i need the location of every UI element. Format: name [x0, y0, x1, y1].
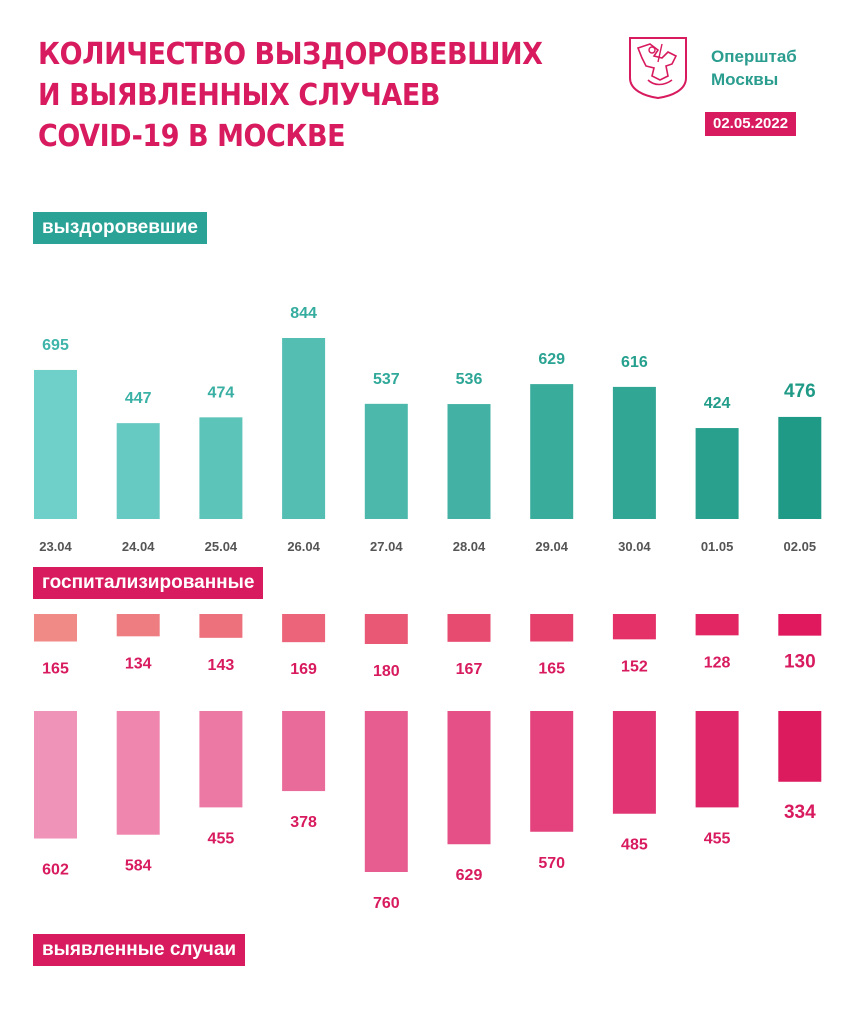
cases-value-label: 485 — [621, 837, 648, 854]
hospitalized-bar — [364, 614, 408, 644]
cases-bar — [612, 711, 656, 814]
cases-label: выявленные случаи — [33, 934, 246, 966]
cases-value-label: 584 — [125, 858, 152, 875]
hospitalized-value-label: 169 — [290, 661, 317, 678]
hospitalized-label: госпитализированные — [33, 567, 264, 599]
recovered-bar — [199, 417, 243, 519]
hospitalized-bar — [778, 614, 822, 636]
recovered-bar — [447, 404, 491, 519]
cases-value-label: 629 — [456, 867, 483, 884]
recovered-value-label: 844 — [290, 305, 317, 322]
hospitalized-value-label: 143 — [208, 657, 235, 674]
recovered-bar — [364, 403, 408, 519]
hospitalized-value-label: 165 — [42, 661, 69, 678]
recovered-value-label: 474 — [208, 384, 235, 401]
moscow-coat-of-arms-icon — [628, 36, 688, 100]
recovered-value-label: 629 — [538, 351, 565, 368]
recovered-value-label: 536 — [456, 371, 483, 388]
hospitalized-bar — [530, 614, 574, 642]
recovered-bar — [778, 416, 822, 519]
org-name: Оперштаб Москвы — [711, 45, 797, 91]
hospitalized-bar — [282, 614, 326, 643]
recovered-label: выздоровевшие — [33, 212, 207, 244]
hospitalized-value-label: 165 — [538, 661, 565, 678]
recovered-bar — [34, 369, 77, 519]
date-tick-label: 02.05 — [784, 539, 817, 554]
hospitalized-bar — [199, 614, 243, 638]
title-line-1: КОЛИЧЕСТВО ВЫЗДОРОВЕВШИХ — [38, 37, 543, 72]
hospitalized-value-label: 152 — [621, 658, 648, 675]
recovered-bar — [282, 338, 326, 519]
cases-value-label: 455 — [704, 830, 731, 847]
date-tick-label: 01.05 — [701, 539, 734, 554]
recovered-bar — [695, 428, 739, 519]
recovered-value-label: 616 — [621, 354, 648, 371]
hospitalized-value-label: 180 — [373, 663, 400, 680]
hospitalized-bar — [695, 614, 739, 636]
cases-bar — [447, 711, 491, 845]
cases-value-label: 455 — [208, 830, 235, 847]
date-tick-label: 23.04 — [39, 539, 72, 554]
title-line-2: И ВЫЯВЛЕННЫХ СЛУЧАЕВ — [38, 78, 440, 113]
date-tick-label: 25.04 — [205, 539, 238, 554]
org-line-1: Оперштаб — [711, 47, 797, 66]
recovered-bar — [116, 423, 160, 519]
recovered-value-label: 424 — [704, 395, 731, 412]
cases-value-label: 760 — [373, 895, 400, 912]
date-tick-label: 28.04 — [453, 539, 486, 554]
cases-value-label: 570 — [538, 855, 565, 872]
date-tick-label: 29.04 — [535, 539, 568, 554]
cases-bar — [116, 711, 160, 835]
cases-value-label: 378 — [290, 814, 317, 831]
cases-bar — [695, 711, 739, 808]
cases-bar — [778, 711, 822, 782]
org-line-2: Москвы — [711, 70, 779, 89]
hospitalized-bar — [116, 614, 160, 637]
hospitalized-value-label: 130 — [784, 652, 816, 673]
hospitalized-value-label: 128 — [704, 654, 731, 671]
recovered-bar — [612, 386, 656, 519]
recovered-value-label: 537 — [373, 371, 400, 388]
title-line-3: COVID-19 В МОСКВЕ — [38, 119, 346, 154]
cases-bar — [364, 711, 408, 872]
cases-bar — [530, 711, 574, 832]
recovered-value-label: 695 — [42, 337, 69, 354]
date-tick-label: 30.04 — [618, 539, 651, 554]
cases-value-label: 334 — [784, 802, 816, 823]
page-title: КОЛИЧЕСТВО ВЫЗДОРОВЕВШИХ И ВЫЯВЛЕННЫХ СЛ… — [38, 34, 543, 157]
recovered-value-label: 447 — [125, 390, 152, 407]
cases-bar — [199, 711, 243, 808]
date-tick-label: 26.04 — [287, 539, 320, 554]
recovered-value-label: 476 — [784, 381, 816, 402]
date-tick-label: 24.04 — [122, 539, 155, 554]
date-badge: 02.05.2022 — [705, 112, 797, 136]
hospitalized-bar — [34, 614, 77, 642]
hospitalized-bar — [612, 614, 656, 640]
recovered-bar — [530, 384, 574, 519]
cases-bar — [34, 711, 77, 839]
date-tick-label: 27.04 — [370, 539, 403, 554]
cases-value-label: 602 — [42, 862, 69, 879]
hospitalized-value-label: 134 — [125, 655, 152, 672]
hospitalized-value-label: 167 — [456, 661, 483, 678]
cases-bar — [282, 711, 326, 792]
hospitalized-bar — [447, 614, 491, 642]
